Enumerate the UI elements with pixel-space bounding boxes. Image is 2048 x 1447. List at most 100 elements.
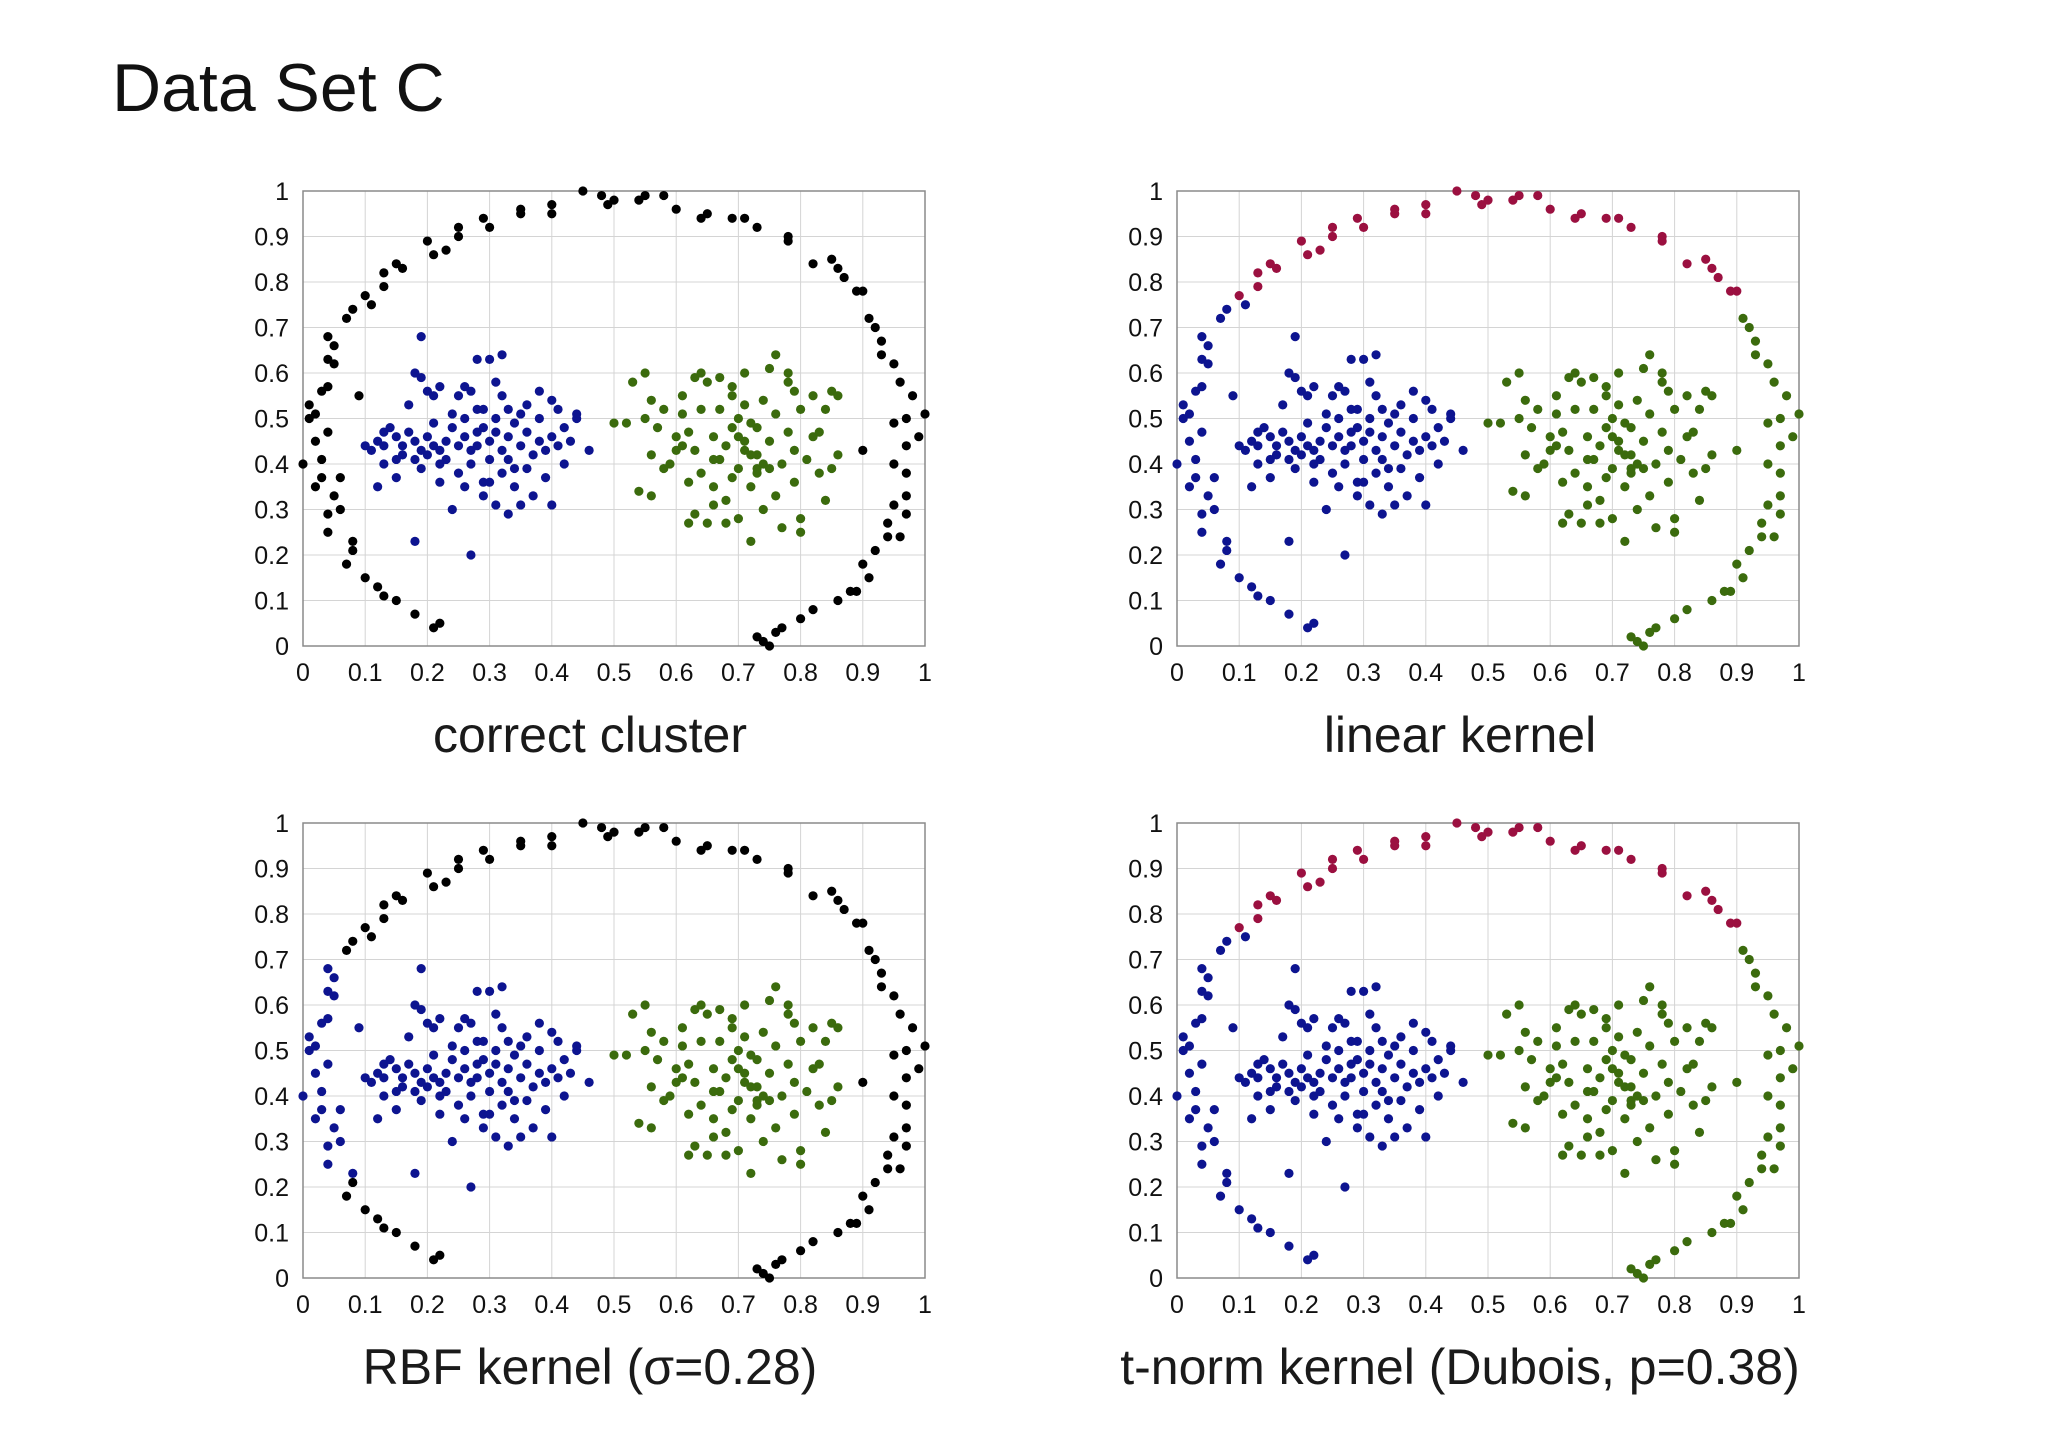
data-point-left — [1321, 1041, 1331, 1051]
data-point-right — [777, 1091, 787, 1101]
data-point-right — [1582, 1132, 1593, 1142]
data-point-left — [385, 423, 395, 433]
data-point-right — [696, 404, 706, 414]
data-point-right — [1589, 372, 1599, 383]
data-point-right — [1514, 1045, 1524, 1056]
data-point-ring — [895, 377, 905, 387]
data-point-ring — [839, 904, 849, 915]
y-tick-label: 0.5 — [1128, 406, 1163, 434]
data-point-left — [391, 1105, 401, 1115]
data-point-ring — [1744, 1177, 1754, 1188]
data-point-right — [1707, 450, 1717, 460]
data-point-right — [1514, 368, 1524, 378]
data-point-right — [771, 350, 781, 360]
data-point-ring — [379, 591, 389, 601]
data-point-ring — [1732, 1077, 1742, 1087]
data-point-left — [559, 459, 569, 469]
y-tick-label: 0.3 — [1128, 497, 1163, 525]
data-point-ring — [1209, 1105, 1219, 1115]
data-point-right — [708, 454, 719, 465]
data-point-right — [1508, 1118, 1518, 1128]
data-point-ring — [889, 359, 899, 369]
data-point-right — [621, 1050, 632, 1060]
data-point-right — [1670, 1159, 1680, 1169]
data-point-right — [1645, 409, 1655, 419]
data-point-left — [516, 1073, 526, 1083]
data-point-ring — [516, 204, 526, 214]
data-point-left — [1371, 468, 1381, 478]
data-point-left — [1414, 1077, 1425, 1087]
data-point-left — [1290, 332, 1300, 342]
x-tick-label: 0.9 — [845, 1291, 880, 1319]
data-point-right — [1670, 527, 1680, 537]
data-point-ring — [914, 1064, 924, 1074]
data-point-left — [404, 400, 414, 410]
data-point-right — [1582, 500, 1593, 510]
data-point-ring — [1732, 559, 1742, 569]
data-point-ring — [485, 222, 495, 232]
x-tick-label: 0.5 — [597, 659, 632, 687]
data-point-right — [771, 491, 781, 501]
data-point-right — [609, 1050, 619, 1060]
data-point-ring — [1576, 209, 1586, 219]
data-point-right — [746, 482, 756, 492]
data-point-right — [789, 477, 799, 487]
data-point-left — [497, 1077, 507, 1087]
data-point-left — [565, 1068, 576, 1078]
data-point-right — [640, 368, 650, 378]
x-tick-label: 0 — [1170, 1291, 1184, 1319]
data-point-right — [1682, 391, 1692, 401]
data-point-right — [1564, 1077, 1574, 1087]
data-point-right — [708, 1064, 719, 1074]
data-point-left — [453, 1023, 464, 1033]
data-point-left — [485, 477, 495, 487]
data-point-right — [1576, 1150, 1586, 1160]
data-point-right — [634, 486, 644, 496]
data-point-right — [1651, 1155, 1661, 1165]
y-tick-label: 0.2 — [1128, 1174, 1163, 1202]
data-point-right — [690, 509, 700, 519]
data-point-ring — [348, 304, 358, 314]
data-point-ring — [1191, 473, 1201, 483]
data-point-left — [1296, 432, 1306, 442]
data-point-right — [708, 482, 719, 492]
y-tick-label: 0.4 — [254, 1083, 289, 1111]
data-point-left — [1421, 395, 1431, 405]
data-point-ring — [1222, 1168, 1232, 1178]
data-point-ring — [889, 1132, 899, 1142]
data-point-ring — [1215, 1191, 1226, 1201]
data-point-left — [534, 413, 544, 424]
data-point-left — [503, 454, 513, 465]
data-point-ring — [1240, 300, 1251, 310]
data-point-right — [1601, 1055, 1611, 1065]
data-point-ring — [391, 595, 401, 606]
data-point-ring — [914, 432, 924, 442]
data-point-ring — [858, 445, 868, 455]
y-tick-label: 0.9 — [254, 224, 289, 252]
data-point-left — [435, 445, 445, 455]
data-point-right — [684, 1150, 694, 1160]
data-point-left — [416, 1095, 426, 1106]
data-point-ring — [478, 213, 488, 223]
data-point-ring — [1638, 1273, 1649, 1283]
data-point-ring — [348, 536, 358, 546]
data-point-ring — [609, 827, 619, 837]
data-point-right — [1582, 454, 1593, 465]
data-point-left — [1284, 1068, 1294, 1078]
data-point-right — [727, 423, 737, 433]
data-point-ring — [752, 632, 762, 642]
data-point-left — [416, 1004, 426, 1015]
data-point-ring — [1327, 854, 1338, 864]
data-point-left — [540, 1077, 551, 1087]
data-point-right — [789, 1018, 799, 1028]
data-point-left — [497, 350, 507, 360]
data-point-ring — [1763, 500, 1773, 510]
data-point-ring — [1713, 904, 1723, 915]
caption-correct-cluster: correct cluster — [433, 707, 747, 763]
data-point-ring — [901, 1045, 911, 1056]
data-point-right — [659, 404, 669, 414]
data-point-right — [1495, 418, 1506, 428]
data-point-right — [1670, 404, 1680, 414]
data-point-ring — [304, 400, 314, 410]
data-point-ring — [1271, 895, 1282, 905]
